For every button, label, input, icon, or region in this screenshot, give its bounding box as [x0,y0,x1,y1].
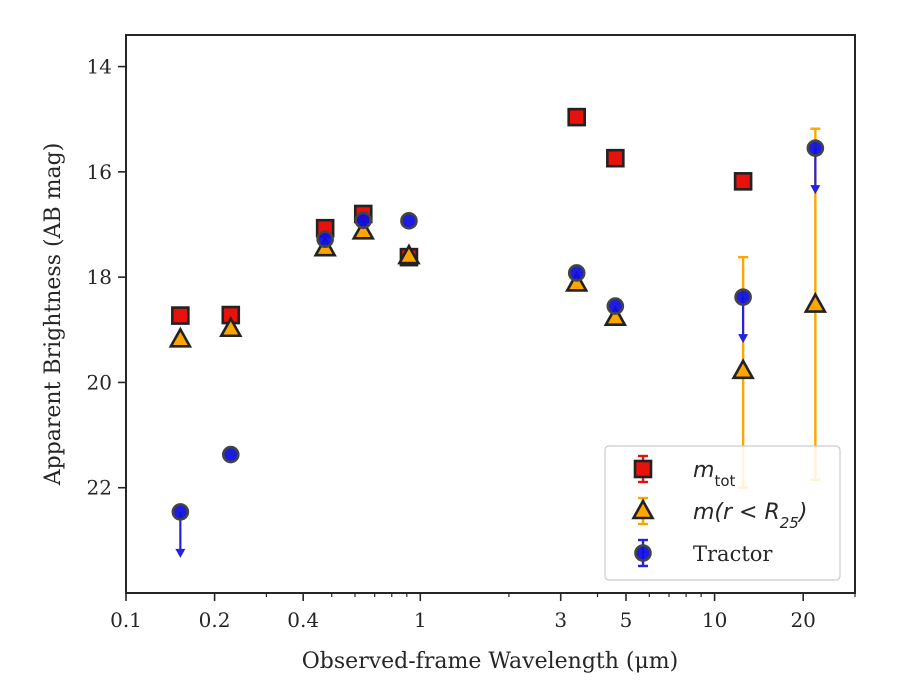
x-tick-label: 10 [702,608,727,632]
data-point-circle [354,211,373,230]
x-tick-label: 1 [414,608,427,632]
data-point-triangle [603,305,628,326]
legend-marker-triangle [631,498,655,520]
upper-limit-arrow-head [175,548,186,558]
x-tick-label: 20 [790,608,815,632]
x-tick-label: 0.1 [110,608,142,632]
legend-label: mtot [693,458,735,490]
data-point-square [606,148,625,168]
upper-limit-arrow-head [738,334,749,344]
x-tick-label: 5 [620,608,633,632]
data-point-circle [316,230,334,249]
legend-marker-square [633,459,653,479]
legend: mtot m(r < R25) Tractor [604,445,841,581]
marks-layer [168,107,828,558]
data-point-square [733,172,753,191]
data-point-triangle [168,326,193,348]
x-axis-label: Observed-frame Wavelength (μm) [302,649,678,674]
data-point-circle [171,503,190,521]
data-point-triangle [731,358,755,380]
legend-label: m(r < R25) [693,500,807,532]
data-point-triangle [351,218,375,240]
data-point-circle [567,264,586,282]
y-tick-label: 16 [87,160,112,184]
ticks-layer: 0.1 0.2 0.4 1 3 5 10 20 14 16 18 20 22 [87,55,856,632]
data-point-circle [400,212,418,230]
data-point-square [567,107,587,127]
data-point-triangle [219,316,243,338]
upper-limit-arrow-head [810,185,821,195]
y-tick-label: 14 [87,55,112,79]
y-tick-label: 18 [87,265,112,289]
data-point-circle [606,297,625,315]
y-tick-label: 22 [87,476,112,500]
data-point-square [171,306,190,325]
data-point-triangle [564,270,589,292]
data-point-circle [734,288,752,306]
y-axis-label: Apparent Brightness (AB mag) [41,143,66,487]
data-point-circle [221,445,240,464]
legend-box [604,445,841,581]
plot-frame [125,34,856,594]
data-point-triangle [397,243,421,265]
y-tick-label: 20 [87,370,112,394]
data-point-triangle [803,291,828,313]
legend-marker-circle [634,544,652,562]
data-point-circle [806,139,825,157]
x-tick-label: 0.2 [199,608,231,632]
legend-label: Tractor [693,542,773,566]
x-tick-label: 0.4 [287,608,319,632]
x-tick-label: 3 [554,608,567,632]
